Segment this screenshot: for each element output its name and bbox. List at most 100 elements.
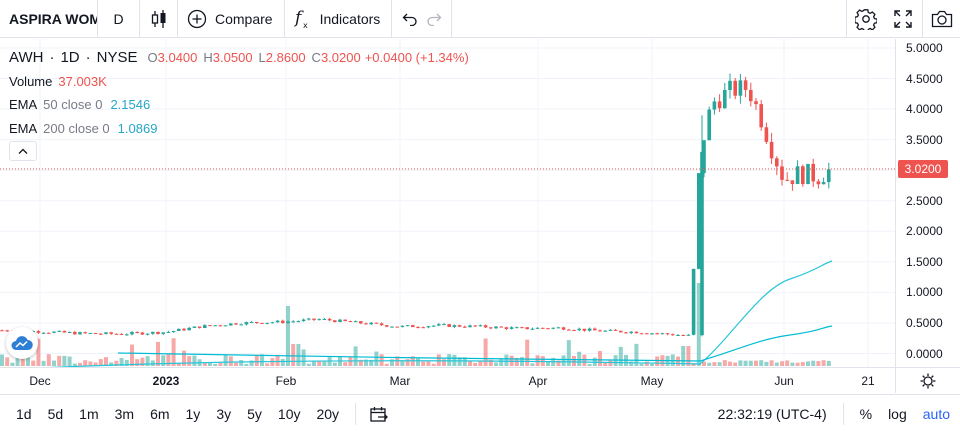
candle-body <box>379 323 384 326</box>
volume-bar <box>436 354 441 366</box>
range-button-1m[interactable]: 1m <box>79 406 99 422</box>
volume-bar <box>317 361 322 366</box>
screenshot-button[interactable] <box>922 0 960 38</box>
volume-bar <box>135 359 140 366</box>
volume-bar <box>457 357 462 366</box>
volume-bar <box>223 354 228 366</box>
fullscreen-button[interactable] <box>884 0 922 38</box>
volume-bar <box>62 355 67 366</box>
indicators-button[interactable]: f x Indicators <box>285 0 393 38</box>
interval-button[interactable]: D <box>98 0 140 38</box>
redo-icon[interactable] <box>426 12 442 26</box>
volume-bar <box>629 361 634 366</box>
symbol-search-button[interactable]: ASPIRA WOMEN'S HEALTH INC <box>0 0 98 38</box>
volume-bar <box>769 360 774 366</box>
price-chart[interactable] <box>0 39 895 367</box>
low-value: 2.8600 <box>265 50 306 66</box>
candle-body <box>203 325 207 328</box>
candle-body <box>145 333 150 335</box>
bottom-toolbar: 1d 5d 1m 3m 6m 1y 3y 5y 10y 20y 22:32:19 (UTC-4) … <box>0 394 960 433</box>
volume-bar <box>124 359 129 366</box>
log-scale-button[interactable]: log <box>888 406 907 422</box>
volume-bar <box>426 361 431 366</box>
range-button-5y[interactable]: 5y <box>247 406 262 422</box>
chart-type-button[interactable] <box>140 0 178 38</box>
volume-bar <box>213 363 218 366</box>
candle-body <box>515 327 519 329</box>
legend-volume-row[interactable]: Volume 37.003K <box>9 70 473 94</box>
volume-bar <box>639 363 644 366</box>
candle-body <box>738 80 743 96</box>
volume-bar <box>145 356 150 366</box>
volume-bar <box>280 358 285 366</box>
candle-body <box>489 327 493 329</box>
tradingview-logo[interactable] <box>6 327 38 359</box>
range-button-3m[interactable]: 3m <box>114 406 135 422</box>
range-button-10y[interactable]: 10y <box>277 406 301 422</box>
volume-bar <box>228 356 233 366</box>
range-button-3y[interactable]: 3y <box>216 406 232 422</box>
candle-body <box>816 181 821 185</box>
time-axis[interactable]: Dec 2023 Feb Mar Apr May Jun 21 <box>0 367 895 393</box>
legend-dot: · <box>49 49 55 67</box>
undo-icon[interactable] <box>402 12 418 26</box>
candle-body <box>260 322 264 324</box>
volume-bar <box>52 360 56 366</box>
candle-body <box>567 329 571 331</box>
volume-bar <box>291 344 296 366</box>
candle-body <box>348 321 353 323</box>
candle-body <box>577 328 581 331</box>
candle-body <box>650 333 654 335</box>
range-button-20y[interactable]: 20y <box>316 406 340 422</box>
candle-body <box>400 325 405 327</box>
legend-main-row[interactable]: AWH · 1D · NYSE O 3.0400 H 3.0500 L 2.8600 … <box>9 46 473 70</box>
candle-body <box>99 333 103 335</box>
settings-button[interactable] <box>846 0 884 38</box>
candle-body <box>171 330 176 332</box>
volume-bar <box>36 338 41 366</box>
range-button-6m[interactable]: 6m <box>150 406 170 422</box>
ema200-params: 200 close 0 <box>43 120 110 136</box>
legend-ema50-row[interactable]: EMA 50 close 0 2.1546 <box>9 93 473 117</box>
volume-bar <box>785 360 790 366</box>
volume-bar <box>634 343 639 366</box>
open-key: O <box>147 50 158 66</box>
ema200-line <box>117 325 833 362</box>
high-key: H <box>203 50 213 66</box>
volume-bar <box>301 349 306 366</box>
candle-body <box>36 331 41 333</box>
range-button-5d[interactable]: 5d <box>47 406 64 422</box>
function-icon: f x <box>294 8 308 30</box>
legend-ema200-row[interactable]: EMA 200 close 0 1.0869 <box>9 117 473 141</box>
candle-body <box>556 327 561 329</box>
legend-collapse-button[interactable] <box>9 141 37 161</box>
volume-bar <box>598 351 602 366</box>
candle-body <box>442 324 446 326</box>
auto-scale-button[interactable]: auto <box>922 406 950 422</box>
candle-body <box>634 331 639 334</box>
range-button-1d[interactable]: 1d <box>16 406 32 422</box>
candle-body <box>426 326 431 328</box>
volume-bar <box>483 338 488 366</box>
timezone-clock[interactable]: 22:32:19 (UTC-4) <box>717 406 827 422</box>
candle-body <box>535 327 540 329</box>
axis-settings-button[interactable] <box>895 367 960 393</box>
range-button-1y[interactable]: 1y <box>185 406 201 422</box>
percent-scale-button[interactable]: % <box>859 406 873 422</box>
volume-bar <box>286 306 290 366</box>
candle-body <box>41 332 46 334</box>
volume-bar <box>691 363 696 366</box>
volume-bar <box>431 363 436 366</box>
candle-body <box>723 90 727 109</box>
compare-button[interactable]: Compare <box>178 0 285 38</box>
price-axis[interactable]: 5.00004.50004.00003.50003.00002.50002.00… <box>895 39 960 367</box>
candle-body <box>494 326 498 329</box>
ema50-value: 2.1546 <box>110 97 151 113</box>
goto-date-button[interactable] <box>364 406 394 422</box>
candle-body <box>411 325 415 328</box>
time-tick-label: May <box>640 374 664 388</box>
candle-body <box>775 158 779 167</box>
candle-body <box>691 268 696 335</box>
chart-pane[interactable] <box>0 39 895 367</box>
volume-bar <box>83 360 88 366</box>
